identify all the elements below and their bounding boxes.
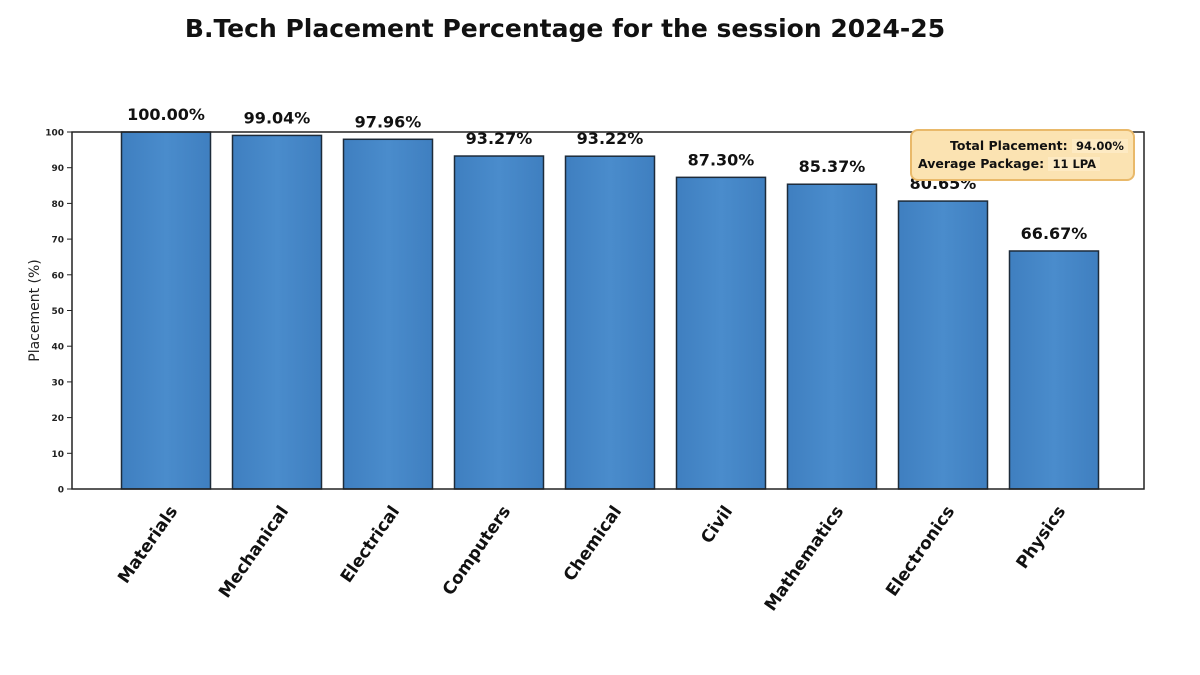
bar-mathematics: [786, 183, 878, 490]
x-tick-label: Civil: [697, 502, 737, 547]
data-label: 99.04%: [244, 108, 311, 127]
total-placement-value: 94.00%: [1072, 139, 1128, 153]
data-label: 85.37%: [799, 157, 866, 176]
y-tick-label: 100: [45, 129, 64, 139]
x-tick-label: Chemical: [560, 502, 626, 585]
average-package-value: 11 LPA: [1048, 157, 1101, 171]
y-tick-label: 70: [51, 236, 64, 246]
bar-mechanical: [231, 134, 323, 490]
plot-frame: [71, 131, 1145, 490]
bar-materials: [120, 131, 212, 490]
x-tick-label: Mechanical: [215, 502, 293, 601]
bar-physics: [1008, 250, 1100, 490]
bar-electronics: [897, 200, 989, 490]
x-tick-label: Computers: [439, 502, 515, 599]
data-label: 97.96%: [355, 112, 422, 131]
average-package-label: Average Package:: [918, 156, 1045, 171]
y-tick-label: 80: [51, 200, 64, 210]
x-tick-label: Electronics: [882, 502, 959, 600]
x-tick-label: Materials: [114, 502, 182, 587]
y-tick-label: 0: [58, 486, 64, 496]
data-label: 93.27%: [466, 129, 533, 148]
bar-computers: [453, 155, 545, 490]
x-tick-label: Physics: [1013, 502, 1071, 572]
bar-chemical: [564, 155, 656, 490]
x-tick-label: Mathematics: [761, 502, 848, 615]
y-axis-label: Placement (%): [27, 259, 43, 362]
x-tick-label: Electrical: [337, 502, 404, 586]
y-tick-label: 10: [51, 450, 64, 460]
y-tick-label: 30: [51, 378, 64, 388]
y-tick-label: 50: [51, 307, 64, 317]
y-tick-label: 20: [51, 414, 64, 424]
y-tick-label: 40: [51, 343, 64, 353]
data-label: 66.67%: [1021, 224, 1088, 243]
bar-civil: [675, 176, 767, 490]
data-label: 93.22%: [577, 129, 644, 148]
summary-annotation-box: Total Placement: 94.00% Average Package:…: [910, 129, 1135, 181]
total-placement-label: Total Placement:: [950, 138, 1068, 153]
data-label: 100.00%: [127, 105, 205, 124]
bar-electrical: [342, 138, 434, 490]
data-label: 87.30%: [688, 150, 755, 169]
chart-title: B.Tech Placement Percentage for the sess…: [184, 14, 946, 43]
y-tick-label: 60: [51, 271, 64, 281]
y-tick-label: 90: [51, 164, 64, 174]
